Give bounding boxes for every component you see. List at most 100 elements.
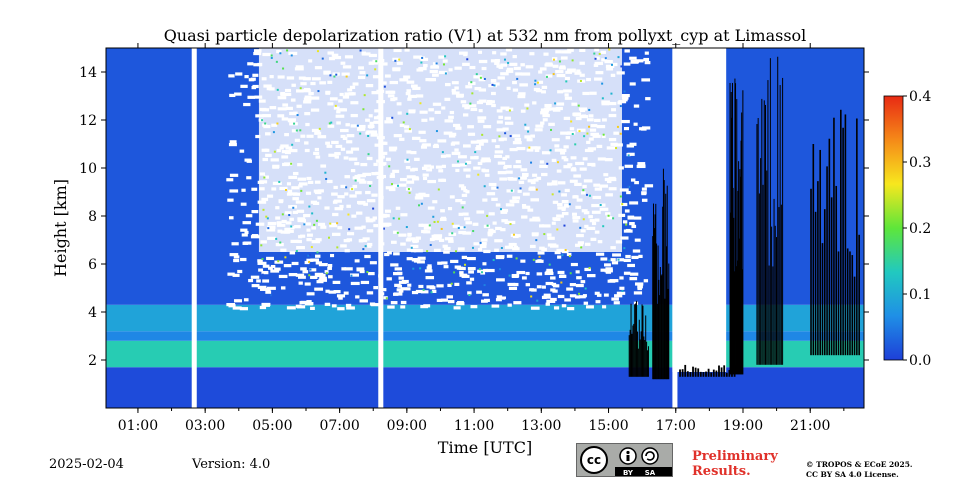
speckle (623, 90, 626, 93)
speckle (262, 208, 265, 211)
cloud-mask-0 (639, 339, 641, 377)
cloud-mask-1 (662, 206, 664, 380)
noise-cell (637, 286, 642, 291)
noise-cell (227, 198, 234, 202)
noise-cell (607, 279, 616, 283)
noise-cell (622, 220, 628, 224)
speckle (345, 75, 348, 78)
noise-cell (631, 224, 637, 229)
speckle (500, 247, 503, 250)
noise-cell (496, 295, 503, 299)
cloud-mask-4 (772, 266, 774, 365)
speckle (563, 224, 566, 227)
noise-cell (302, 270, 309, 274)
noise-cell (247, 62, 254, 66)
speckle (508, 274, 511, 277)
speckle (410, 246, 413, 249)
speckle (290, 54, 293, 57)
noise-cell (625, 228, 631, 233)
heatmap-layer-2 (106, 331, 864, 341)
noise-cell (241, 188, 246, 192)
speckle (363, 94, 366, 97)
noise-cell (310, 275, 318, 279)
noise-cell (254, 95, 263, 99)
noise-cell (595, 300, 601, 304)
speckle (599, 203, 602, 206)
noise-cell (386, 277, 392, 281)
heatmap-noise (226, 48, 860, 380)
cloud-mask-5 (835, 185, 838, 356)
cloud-mask-1 (664, 298, 666, 380)
cloud-mask-2 (699, 371, 702, 377)
noise-cell (262, 264, 270, 268)
noise-cell (270, 264, 276, 269)
noise-cell (639, 127, 646, 131)
cloud-mask-1 (657, 245, 659, 380)
noise-cell (454, 282, 460, 286)
cloud-mask-5 (858, 234, 860, 356)
copyright-line-1: © TROPOS & ECoE 2025. (806, 460, 913, 469)
noise-cell (570, 262, 578, 267)
speckle (493, 84, 496, 87)
speckle (396, 184, 399, 187)
noise-cell (525, 271, 530, 276)
speckle (318, 127, 321, 130)
noise-cell (641, 191, 647, 196)
cloud-mask-1 (654, 214, 656, 380)
cloud-mask-5 (833, 117, 835, 356)
noise-cell (621, 119, 630, 124)
noise-cell (360, 280, 370, 285)
cloud-mask-5 (821, 243, 824, 356)
noise-cell (584, 267, 591, 272)
cloud-mask-1 (661, 274, 663, 380)
noise-cell (237, 269, 243, 274)
speckle (295, 250, 298, 253)
preliminary-line-1: Preliminary (692, 449, 778, 464)
speckle (335, 73, 338, 76)
speckle (292, 206, 295, 209)
noise-cell (429, 286, 436, 290)
speckle (560, 281, 563, 284)
speckle (519, 187, 522, 190)
cloud-mask-1 (665, 193, 667, 380)
noise-cell (633, 291, 643, 295)
noise-cell (257, 285, 267, 289)
noise-cell (624, 49, 630, 53)
noise-cell (253, 51, 262, 56)
noise-cell (557, 294, 565, 299)
speckle (444, 72, 447, 75)
speckle (469, 102, 472, 105)
cloud-mask-1 (655, 203, 657, 380)
noise-cell (359, 299, 368, 303)
noise-cell (228, 216, 234, 220)
noise-cell (411, 290, 419, 295)
speckle (608, 259, 611, 262)
noise-cell (477, 269, 485, 273)
x-tick-label: 15:00 (588, 418, 628, 434)
noise-cell (536, 272, 543, 276)
noise-cell (370, 303, 379, 307)
noise-cell (629, 82, 636, 86)
speckle (601, 82, 604, 85)
speckle (558, 190, 561, 193)
cloud-mask-5 (842, 127, 844, 356)
cloud-mask-5 (844, 114, 847, 356)
y-tick-label: 8 (88, 209, 97, 225)
speckle (604, 57, 607, 60)
noise-cell (270, 269, 280, 273)
cloud-mask-1 (663, 180, 665, 380)
speckle (584, 287, 587, 290)
cloud-mask-0 (647, 350, 649, 377)
speckle (388, 165, 391, 168)
cloud-mask-2 (692, 366, 694, 377)
speckle (504, 132, 507, 135)
cc-license-badge[interactable]: cc BY SA (576, 443, 673, 477)
cloud-mask-4 (777, 56, 779, 365)
cloud-mask-1 (652, 236, 654, 380)
speckle (336, 222, 339, 225)
speckle (309, 268, 312, 271)
noise-cell (325, 289, 330, 293)
speckle (279, 241, 282, 244)
cloud-mask-3 (736, 99, 738, 375)
speckle (265, 215, 268, 218)
